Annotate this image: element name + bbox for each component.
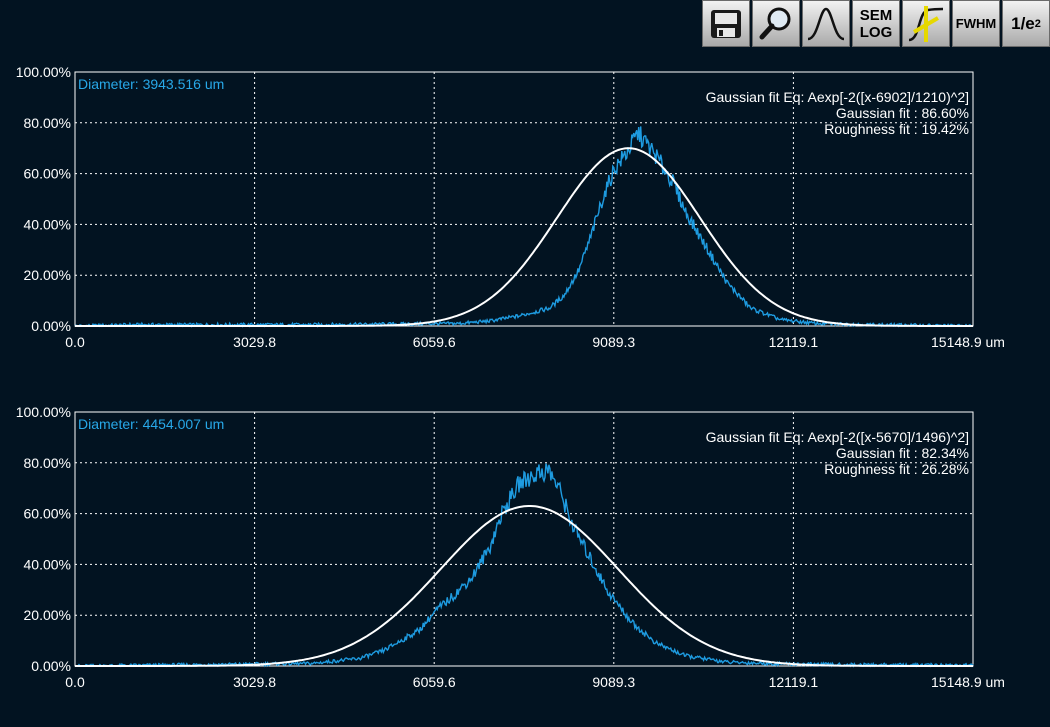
inverse-e-squared-button[interactable]: 1/e 2 <box>1002 0 1050 47</box>
plot-frame <box>74 411 974 667</box>
gaussian-fit-curve <box>75 147 973 327</box>
y-tick-label: 20.00% <box>24 267 71 283</box>
sem-log-button[interactable]: SEM LOG <box>852 0 900 47</box>
y-tick-label: 60.00% <box>24 506 71 522</box>
x-tick-label: 12119.1 <box>769 334 819 350</box>
gaussian-curve-icon <box>807 7 845 40</box>
sem-label: SEM <box>859 6 893 24</box>
gaussian-button[interactable] <box>802 0 850 47</box>
x-tick-label: 12119.1 <box>769 674 819 690</box>
inv-e-superscript: 2 <box>1034 17 1041 30</box>
y-tick-label: 80.00% <box>24 115 71 131</box>
profile-chart-bottom: 0.0 3029.8 6059.6 9089.3 12119.1 15148.9 um 0.… <box>16 404 1005 690</box>
fwhm-label: FWHM <box>955 16 997 31</box>
x-tick-label: 6059.6 <box>413 334 456 350</box>
log-label: LOG <box>859 23 893 41</box>
measured-profile-line <box>74 126 974 328</box>
x-tick-label: 3029.8 <box>233 334 276 350</box>
y-tick-label: 0.00% <box>31 318 71 334</box>
x-tick-label: 15148.9 um <box>931 334 1005 350</box>
x-tick-label: 0.0 <box>65 674 85 690</box>
x-tick-label: 9089.3 <box>592 334 635 350</box>
y-tick-label: 0.00% <box>31 658 71 674</box>
y-tick-label: 40.00% <box>24 556 71 572</box>
x-tick-label: 0.0 <box>65 334 85 350</box>
x-tick-label: 9089.3 <box>592 674 635 690</box>
save-button[interactable] <box>702 0 750 47</box>
measured-profile-line <box>75 463 974 668</box>
y-tick-label: 100.00% <box>16 64 71 80</box>
roughness-fit: Roughness fit : 19.42% <box>824 121 969 137</box>
x-tick-label: 3029.8 <box>233 674 276 690</box>
diameter-label: Diameter: 4454.007 um <box>78 416 224 432</box>
x-tick-label: 6059.6 <box>413 674 456 690</box>
diameter-label: Diameter: 3943.516 um <box>78 76 224 92</box>
plot-frame <box>74 71 974 327</box>
gaussian-fit-curve <box>75 505 973 667</box>
profile-chart-top: 0.0 3029.8 6059.6 9089.3 12119.1 15148.9 um 0.… <box>16 64 1005 350</box>
y-tick-label: 100.00% <box>16 404 71 420</box>
magnifier-icon <box>759 7 791 39</box>
zoom-button[interactable] <box>752 0 800 47</box>
toolbar: SEM LOG FWHM 1/e 2 <box>698 0 1050 47</box>
roughness-fit: Roughness fit : 26.28% <box>824 461 969 477</box>
fit-equation: Gaussian fit Eq: Aexp[-2([x-5670]/1496)^… <box>706 429 969 445</box>
gaussian-fit: Gaussian fit : 82.34% <box>836 445 969 461</box>
inv-e-label: 1/e <box>1011 13 1035 33</box>
y-tick-label: 80.00% <box>24 455 71 471</box>
fwhm-button[interactable]: FWHM <box>952 0 1000 47</box>
fit-equation: Gaussian fit Eq: Aexp[-2([x-6902]/1210)^… <box>706 89 969 105</box>
x-tick-label: 15148.9 um <box>931 674 1005 690</box>
gaussian-fit: Gaussian fit : 86.60% <box>836 105 969 121</box>
fit-button[interactable] <box>902 0 950 47</box>
save-icon <box>711 9 741 38</box>
y-tick-label: 40.00% <box>24 216 71 232</box>
y-tick-label: 60.00% <box>24 166 71 182</box>
fit-curve-icon <box>908 5 944 42</box>
y-tick-label: 20.00% <box>24 607 71 623</box>
